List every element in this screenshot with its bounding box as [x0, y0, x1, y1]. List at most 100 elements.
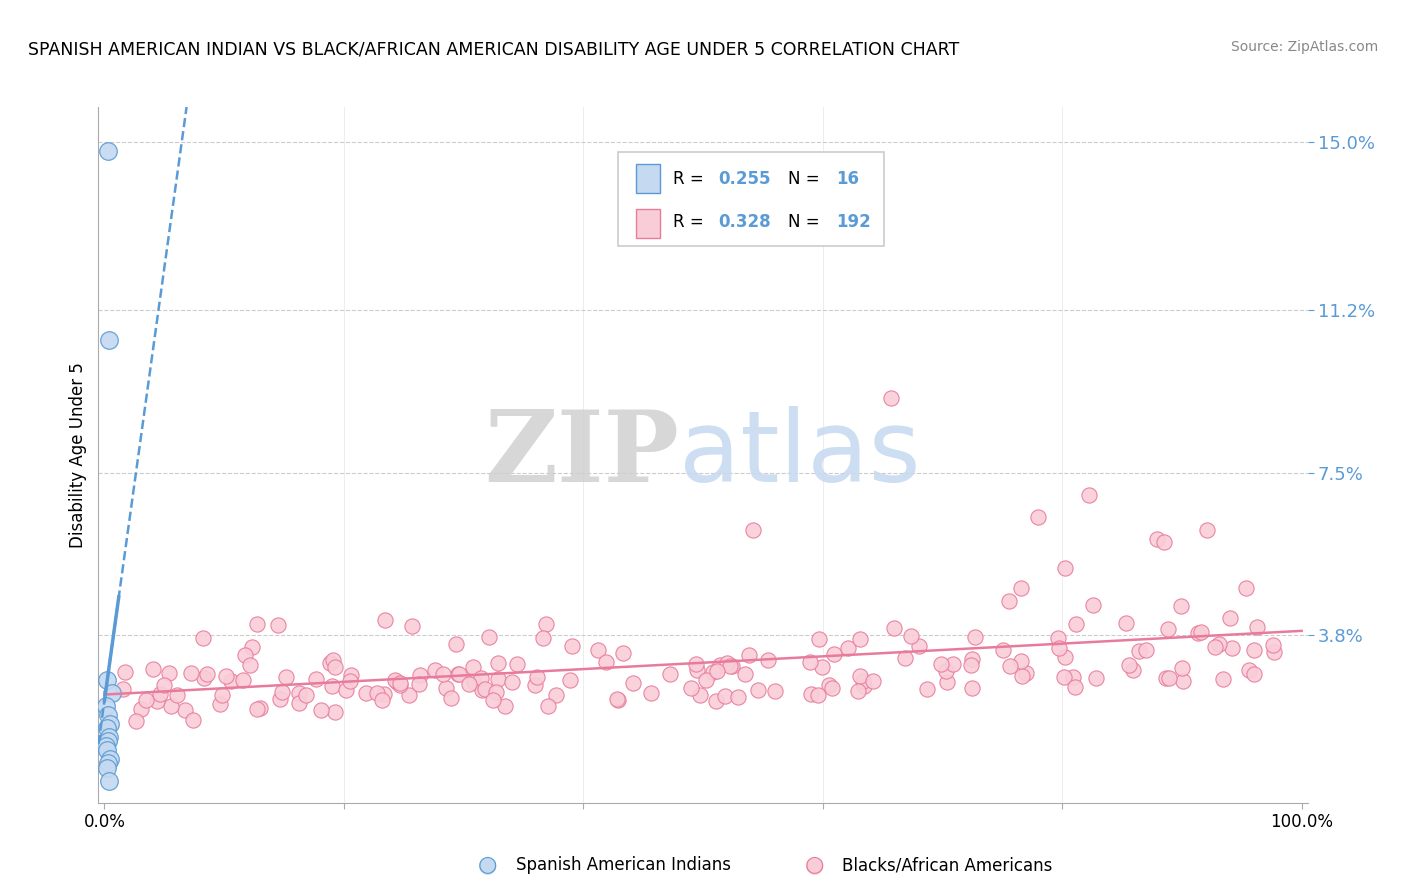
Point	[818, 678, 841, 692]
Point	[1128, 644, 1150, 658]
Point	[321, 679, 343, 693]
Point	[96, 761, 118, 775]
Point	[246, 616, 269, 631]
Point	[458, 677, 481, 691]
Point	[276, 670, 298, 684]
Point	[1243, 666, 1265, 681]
Point	[288, 686, 311, 700]
Text: Source: ZipAtlas.com: Source: ZipAtlas.com	[1230, 40, 1378, 54]
Point	[238, 657, 260, 672]
Point	[526, 670, 548, 684]
Text: N =: N =	[787, 213, 824, 231]
Point	[837, 641, 859, 656]
Point	[463, 660, 485, 674]
Point	[883, 621, 905, 635]
Point	[936, 675, 959, 690]
Point	[193, 631, 215, 645]
Point	[309, 703, 332, 717]
Point	[1118, 658, 1140, 673]
Point	[97, 707, 120, 722]
Point	[734, 667, 756, 681]
Point	[100, 716, 122, 731]
Point	[1122, 664, 1144, 678]
Point	[374, 613, 396, 627]
Point	[714, 689, 737, 703]
Point	[1053, 670, 1076, 684]
Point	[486, 672, 509, 686]
Point	[484, 685, 506, 699]
Point	[1208, 637, 1230, 651]
Point	[523, 678, 546, 692]
Point	[704, 693, 727, 707]
Point	[807, 632, 830, 646]
Point	[1157, 671, 1180, 685]
Point	[1081, 598, 1104, 612]
Point	[1204, 640, 1226, 654]
FancyBboxPatch shape	[619, 153, 884, 246]
Point	[100, 752, 122, 766]
Point	[747, 683, 769, 698]
Point	[432, 666, 454, 681]
Point	[322, 653, 344, 667]
Point	[323, 706, 346, 720]
Point	[965, 630, 987, 644]
Point	[371, 692, 394, 706]
Point	[1212, 673, 1234, 687]
Text: 192: 192	[837, 213, 870, 231]
Point	[1015, 665, 1038, 680]
Point	[474, 681, 496, 696]
Point	[501, 675, 523, 690]
Point	[288, 696, 311, 710]
Point	[1234, 581, 1257, 595]
Point	[1135, 643, 1157, 657]
Point	[1246, 620, 1268, 634]
Point	[862, 673, 884, 688]
Point	[339, 668, 361, 682]
Point	[1220, 640, 1243, 655]
Point	[534, 616, 557, 631]
Text: 0.255: 0.255	[718, 169, 772, 187]
Point	[763, 683, 786, 698]
Point	[1243, 642, 1265, 657]
Point	[846, 683, 869, 698]
Point	[97, 756, 120, 771]
Point	[463, 675, 485, 690]
Point	[942, 657, 965, 672]
Point	[1062, 671, 1084, 685]
Point	[962, 652, 984, 666]
Point	[1173, 673, 1195, 688]
Point	[659, 667, 682, 681]
Point	[125, 714, 148, 729]
Point	[166, 688, 188, 702]
Point	[727, 690, 749, 704]
Point	[401, 619, 423, 633]
Point	[586, 643, 609, 657]
Point	[935, 664, 957, 678]
Point	[323, 659, 346, 673]
Point	[114, 665, 136, 679]
Point	[595, 655, 617, 669]
Point	[160, 699, 183, 714]
Point	[1064, 617, 1087, 632]
Point	[915, 681, 938, 696]
Point	[702, 665, 724, 680]
Point	[373, 687, 395, 701]
Point	[96, 673, 118, 687]
Point	[1010, 581, 1032, 595]
Point	[1219, 611, 1241, 625]
Point	[716, 656, 738, 670]
Point	[1261, 638, 1284, 652]
Point	[149, 687, 172, 701]
Point	[558, 673, 581, 688]
Point	[820, 681, 842, 695]
Point	[249, 701, 271, 715]
Point	[900, 629, 922, 643]
Point	[1011, 669, 1033, 683]
Point	[335, 682, 357, 697]
Point	[193, 671, 215, 685]
Text: ●: ●	[478, 855, 498, 875]
Text: R =: R =	[672, 213, 709, 231]
Point	[1064, 681, 1087, 695]
Text: ZIP: ZIP	[484, 407, 679, 503]
Point	[929, 657, 952, 671]
